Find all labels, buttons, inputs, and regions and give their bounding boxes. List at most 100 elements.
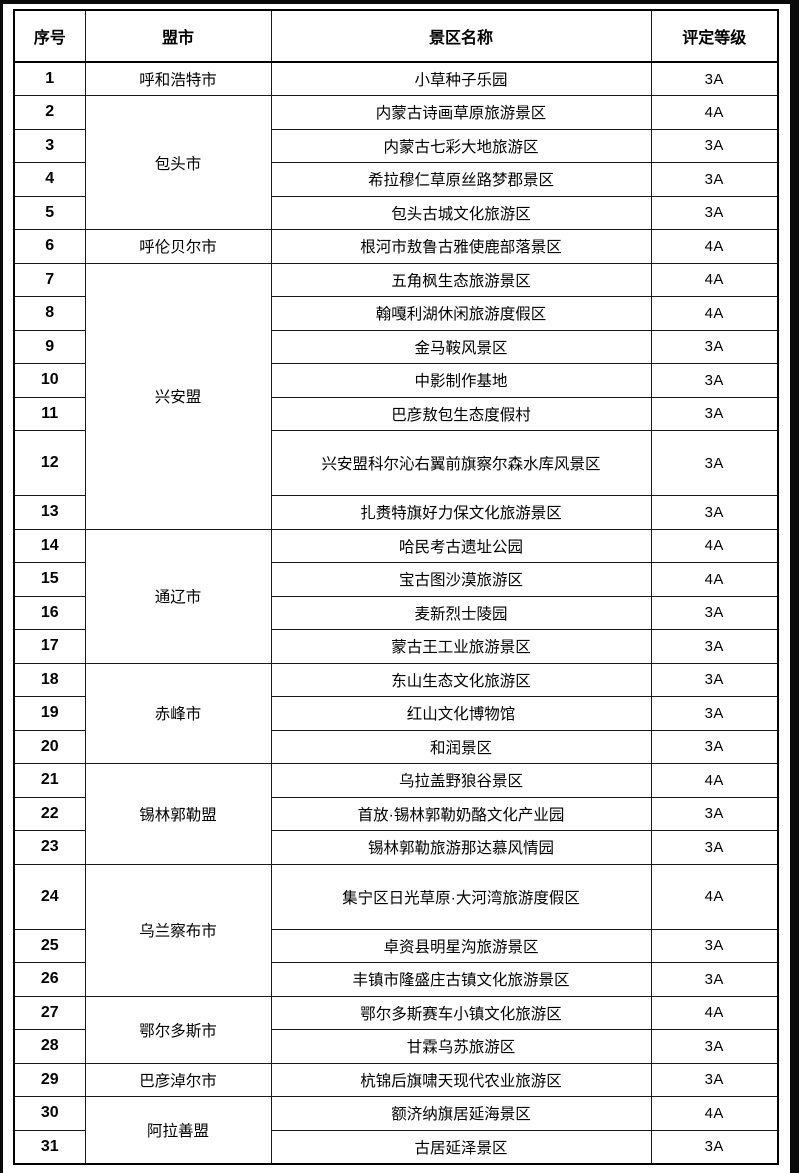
row-number-cell: 26 [13, 962, 86, 997]
city-cell: 锡林郭勒盟 [84, 763, 272, 865]
scenic-name-cell: 锡林郭勒旅游那达慕风情园 [270, 830, 652, 865]
table-row: 2 包头市 内蒙古诗画草原旅游景区 4A [13, 95, 779, 230]
scenic-name-cell: 内蒙古七彩大地旅游区 [270, 128, 652, 163]
scenic-name-cell: 乌拉盖野狼谷景区 [270, 763, 652, 798]
scenic-name-cell: 蒙古王工业旅游景区 [270, 629, 652, 664]
grade-cell: 3A [650, 396, 779, 431]
table-row: 14 通辽市 哈民考古遗址公园 4A [13, 528, 779, 664]
grade-cell: 4A [650, 863, 779, 930]
table-row: 31 古居延泽景区 3A [13, 1129, 779, 1164]
city-cell: 呼和浩特市 [84, 61, 272, 96]
header-row: 序号 盟市 景区名称 评定等级 [13, 9, 779, 63]
header-no: 序号 [13, 9, 86, 63]
row-number-cell: 3 [13, 128, 86, 163]
table-row: 7 兴安盟 五角枫生态旅游景区 4A [13, 262, 779, 530]
scenic-area-rating-table: 序号 盟市 景区名称 评定等级 1 呼和浩特市 小草种子乐园 3A 2 包头市 内蒙古诗画草… [13, 9, 779, 1165]
grade-cell: 3A [650, 928, 779, 963]
grade-cell: 3A [650, 329, 779, 364]
row-number-cell: 23 [13, 830, 86, 865]
table-row: 9 金马鞍风景区 3A [13, 329, 779, 364]
scenic-name-cell: 杭锦后旗啸天现代农业旅游区 [270, 1062, 652, 1097]
row-number-cell: 5 [13, 195, 86, 230]
grade-cell: 3A [650, 595, 779, 630]
scenic-name-cell: 包头古城文化旅游区 [270, 195, 652, 230]
row-number-cell: 12 [13, 430, 86, 496]
scenic-name-cell: 小草种子乐园 [270, 61, 652, 96]
grade-cell: 3A [650, 1129, 779, 1164]
row-number-cell: 10 [13, 363, 86, 398]
table-body: 1 呼和浩特市 小草种子乐园 3A 2 包头市 内蒙古诗画草原旅游景区 4A 3 内蒙古七彩大地旅… [13, 61, 779, 1164]
row-number-cell: 9 [13, 329, 86, 364]
table-row: 15 宝古图沙漠旅游区 4A [13, 562, 779, 597]
row-number-cell: 18 [13, 662, 86, 697]
scenic-name-cell: 首放·锡林郭勒奶酪文化产业园 [270, 796, 652, 831]
table-row: 21 锡林郭勒盟 乌拉盖野狼谷景区 4A [13, 763, 779, 865]
table-row: 27 鄂尔多斯市 鄂尔多斯赛车小镇文化旅游区 4A [13, 995, 779, 1064]
scenic-name-cell: 内蒙古诗画草原旅游景区 [270, 95, 652, 130]
row-number-cell: 16 [13, 595, 86, 630]
grade-cell: 4A [650, 995, 779, 1030]
row-number-cell: 24 [13, 863, 86, 930]
row-number-cell: 19 [13, 696, 86, 731]
row-number-cell: 27 [13, 995, 86, 1030]
table-row: 12 兴安盟科尔沁右翼前旗察尔森水库风景区 3A [13, 430, 779, 496]
scenic-name-cell: 东山生态文化旅游区 [270, 662, 652, 697]
scenic-name-cell: 五角枫生态旅游景区 [270, 262, 652, 297]
table-row: 23 锡林郭勒旅游那达慕风情园 3A [13, 830, 779, 865]
row-number-cell: 11 [13, 396, 86, 431]
row-number-cell: 15 [13, 562, 86, 597]
city-cell: 赤峰市 [84, 662, 272, 764]
table-header: 序号 盟市 景区名称 评定等级 [13, 9, 779, 63]
table-row: 10 中影制作基地 3A [13, 363, 779, 398]
grade-cell: 3A [650, 629, 779, 664]
city-cell: 巴彦淖尔市 [84, 1062, 272, 1097]
row-number-cell: 28 [13, 1029, 86, 1064]
grade-cell: 3A [650, 195, 779, 230]
scenic-name-cell: 扎赉特旗好力保文化旅游景区 [270, 495, 652, 530]
table-row: 22 首放·锡林郭勒奶酪文化产业园 3A [13, 796, 779, 831]
right-edge-band [790, 0, 799, 1173]
table-row: 18 赤峰市 东山生态文化旅游区 3A [13, 662, 779, 764]
grade-cell: 3A [650, 830, 779, 865]
grade-cell: 4A [650, 1096, 779, 1131]
table-row: 6 呼伦贝尔市 根河市敖鲁古雅使鹿部落景区 4A [13, 229, 779, 264]
city-cell: 呼伦贝尔市 [84, 229, 272, 264]
scenic-name-cell: 丰镇市隆盛庄古镇文化旅游景区 [270, 962, 652, 997]
table-row: 30 阿拉善盟 额济纳旗居延海景区 4A [13, 1096, 779, 1164]
city-cell: 乌兰察布市 [84, 863, 272, 997]
grade-cell: 3A [650, 1062, 779, 1097]
row-number-cell: 31 [13, 1129, 86, 1164]
scenic-name-cell: 希拉穆仁草原丝路梦郡景区 [270, 162, 652, 197]
grade-cell: 3A [650, 729, 779, 764]
grade-cell: 3A [650, 61, 779, 96]
grade-cell: 4A [650, 95, 779, 130]
table-row: 24 乌兰察布市 集宁区日光草原·大河湾旅游度假区 4A [13, 863, 779, 997]
grade-cell: 3A [650, 430, 779, 496]
table-row: 4 希拉穆仁草原丝路梦郡景区 3A [13, 162, 779, 197]
scenic-name-cell: 中影制作基地 [270, 363, 652, 398]
city-cell: 通辽市 [84, 528, 272, 664]
header-grade: 评定等级 [650, 9, 779, 63]
grade-cell: 4A [650, 229, 779, 264]
grade-cell: 3A [650, 162, 779, 197]
header-name: 景区名称 [270, 9, 652, 63]
row-number-cell: 13 [13, 495, 86, 530]
grade-cell: 3A [650, 495, 779, 530]
table-row: 17 蒙古王工业旅游景区 3A [13, 629, 779, 664]
grade-cell: 4A [650, 763, 779, 798]
table-row: 25 卓资县明星沟旅游景区 3A [13, 928, 779, 963]
row-number-cell: 7 [13, 262, 86, 297]
table-row: 16 麦新烈士陵园 3A [13, 595, 779, 630]
row-number-cell: 20 [13, 729, 86, 764]
scenic-name-cell: 古居延泽景区 [270, 1129, 652, 1164]
row-number-cell: 14 [13, 528, 86, 563]
scenic-name-cell: 甘霖乌苏旅游区 [270, 1029, 652, 1064]
row-number-cell: 25 [13, 928, 86, 963]
row-number-cell: 6 [13, 229, 86, 264]
grade-cell: 3A [650, 1029, 779, 1064]
row-number-cell: 2 [13, 95, 86, 130]
table-row: 11 巴彦敖包生态度假村 3A [13, 396, 779, 431]
grade-cell: 4A [650, 296, 779, 331]
scenic-name-cell: 翰嘎利湖休闲旅游度假区 [270, 296, 652, 331]
